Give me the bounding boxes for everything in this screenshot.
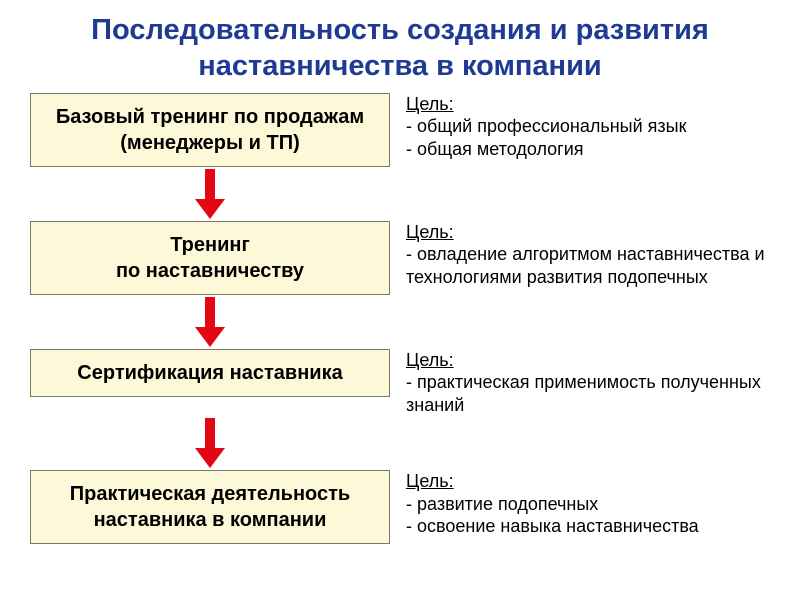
arrow-down-icon	[195, 297, 225, 347]
goal-item: - практическая применимость полученных з…	[406, 371, 780, 416]
arrow-down-icon	[195, 169, 225, 219]
arrow-down-icon	[195, 418, 225, 468]
step-row: Сертификация наставника Цель: - практиче…	[20, 349, 780, 417]
box-line: по наставничеству	[116, 260, 304, 282]
step-box-2: Тренинг по наставничеству	[30, 221, 390, 295]
goal-item: - общий профессиональный язык	[406, 115, 780, 138]
step-box-1: Базовый тренинг по продажам (менеджеры и…	[30, 93, 390, 167]
goal-item: - овладение алгоритмом наставничества и …	[406, 243, 780, 288]
goal-label: Цель:	[406, 350, 454, 370]
flow-content: Базовый тренинг по продажам (менеджеры и…	[0, 93, 800, 545]
step-row: Базовый тренинг по продажам (менеджеры и…	[20, 93, 780, 167]
box-line: Тренинг	[170, 234, 250, 256]
step-box-3: Сертификация наставника	[30, 349, 390, 397]
step-desc-1: Цель: - общий профессиональный язык - об…	[400, 93, 780, 161]
arrow-wrap	[20, 295, 400, 349]
goal-label: Цель:	[406, 471, 454, 491]
goal-label: Цель:	[406, 222, 454, 242]
arrow-wrap	[20, 167, 400, 221]
arrow-wrap	[20, 416, 400, 470]
step-row: Практическая деятельность наставника в к…	[20, 470, 780, 544]
page-title: Последовательность создания и развития н…	[0, 0, 800, 93]
step-desc-3: Цель: - практическая применимость получе…	[400, 349, 780, 417]
step-box-4: Практическая деятельность наставника в к…	[30, 470, 390, 544]
step-row: Тренинг по наставничеству Цель: - овладе…	[20, 221, 780, 295]
goal-label: Цель:	[406, 94, 454, 114]
goal-item: - общая методология	[406, 138, 780, 161]
step-desc-4: Цель: - развитие подопечных - освоение н…	[400, 470, 780, 538]
step-desc-2: Цель: - овладение алгоритмом наставничес…	[400, 221, 780, 289]
goal-item: - развитие подопечных	[406, 493, 780, 516]
goal-item: - освоение навыка наставничества	[406, 515, 780, 538]
